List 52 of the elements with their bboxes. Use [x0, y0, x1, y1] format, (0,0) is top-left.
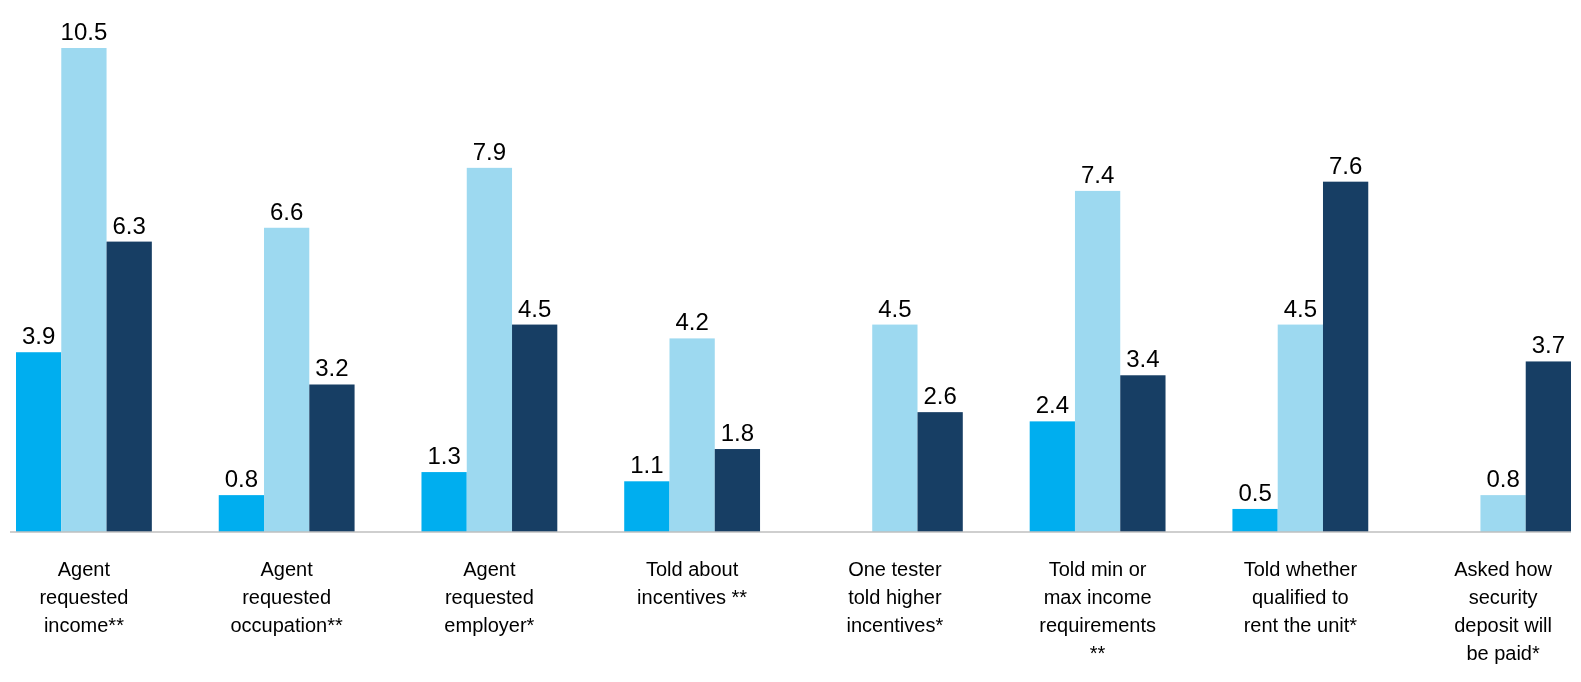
data-label: 0.5 [1238, 478, 1272, 506]
bar [872, 324, 918, 532]
bar [624, 481, 670, 532]
data-label: 1.3 [427, 442, 461, 470]
bar [466, 167, 513, 532]
bar [1480, 495, 1526, 532]
x-tick-label: Told about incentives ** [637, 558, 748, 608]
bar [16, 352, 62, 532]
data-label: 3.9 [21, 322, 56, 350]
bar [309, 384, 355, 532]
data-label: 4.5 [517, 294, 552, 322]
bar [218, 495, 265, 532]
data-label: 1.8 [720, 419, 755, 447]
x-tick-label: Asked how security deposit will be paid* [1454, 558, 1553, 664]
bar [264, 227, 310, 532]
x-tick-label: Agent requested income** [39, 558, 129, 636]
bar [1525, 361, 1571, 532]
bar [669, 338, 715, 532]
data-label: 3.7 [1531, 331, 1566, 359]
data-label: 0.8 [224, 465, 259, 493]
data-label: 0.8 [1486, 465, 1520, 493]
bar [1120, 375, 1166, 532]
x-tick-label: Agent requested employer* [444, 558, 535, 636]
data-label: 7.4 [1080, 160, 1115, 188]
data-label: 1.1 [630, 451, 664, 479]
bar [1029, 421, 1075, 532]
data-label: 4.2 [675, 308, 709, 336]
bar [421, 472, 467, 532]
x-tick-label: Told whether qualified to rent the unit* [1243, 558, 1358, 636]
data-label: 10.5 [60, 18, 108, 45]
bar [106, 241, 152, 532]
data-label: 2.6 [923, 382, 957, 410]
x-tick-label: One tester told higher incentives* [846, 558, 944, 636]
bar [1277, 324, 1323, 532]
bar [61, 48, 107, 532]
data-label: 7.6 [1328, 151, 1363, 179]
data-label: 4.5 [878, 294, 912, 322]
bar [1074, 190, 1121, 532]
data-label: 3.4 [1126, 345, 1160, 373]
data-label: 6.6 [269, 197, 304, 225]
x-tick-label: Agent requested occupation** [230, 558, 344, 636]
data-label: 7.9 [472, 137, 507, 165]
bar [1322, 181, 1369, 532]
bar [917, 412, 963, 532]
bar [1232, 508, 1278, 532]
data-label: 6.3 [112, 211, 146, 239]
bar [512, 324, 558, 532]
x-tick-label: Told min or max income requirements ** [1039, 558, 1156, 664]
data-label: 2.4 [1035, 391, 1070, 419]
data-label: 4.5 [1283, 294, 1318, 322]
data-label: 3.2 [315, 354, 349, 382]
bar [714, 449, 761, 532]
